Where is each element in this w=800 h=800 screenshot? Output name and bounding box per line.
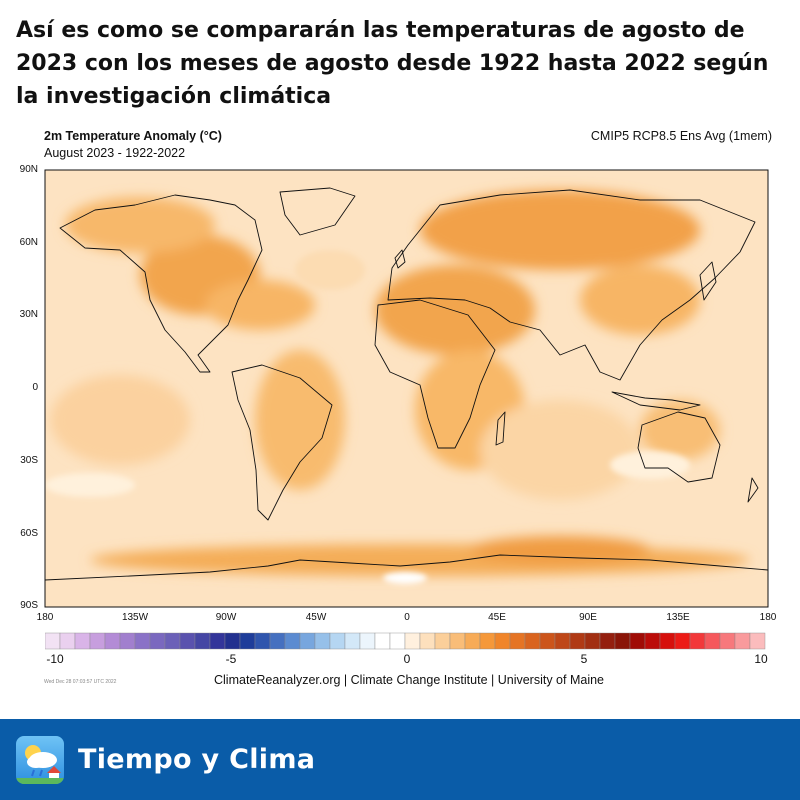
eurasia-outline (387, 189, 756, 381)
scale-swatch (419, 632, 436, 650)
scale-swatch (404, 632, 421, 650)
scale-swatch (524, 632, 541, 650)
scale-swatch (569, 632, 586, 650)
scale-swatch (554, 632, 571, 650)
scale-swatch (509, 632, 526, 650)
lat-label: 60S (20, 528, 38, 539)
lat-label: 60N (19, 237, 38, 248)
antarctica-outline (45, 554, 768, 581)
south-america-outline (231, 364, 333, 521)
lat-label: 30N (19, 309, 38, 320)
anomaly-shading (50, 190, 750, 576)
lon-label: 0 (404, 612, 410, 623)
headline: Así es como se compararán las temperatur… (16, 18, 769, 109)
weather-app-icon (16, 736, 64, 784)
lat-label: 90S (20, 600, 38, 611)
scale-swatch (89, 632, 106, 650)
scale-tick-label: -10 (46, 652, 64, 666)
scale-swatch (284, 632, 301, 650)
scale-swatch (374, 632, 391, 650)
lon-label: 135W (121, 612, 149, 623)
timestamp: Wed Dec 28 07:03:57 UTC 2022 (44, 679, 117, 685)
color-scale-bar (45, 632, 766, 650)
scale-swatch (584, 632, 601, 650)
footer-bar (0, 719, 800, 800)
scale-swatch (614, 632, 631, 650)
scale-swatch (74, 632, 91, 650)
scale-swatch (689, 632, 706, 650)
scale-swatch (749, 632, 766, 650)
plot-frame (44, 169, 769, 608)
scale-swatch (329, 632, 346, 650)
scale-swatch (314, 632, 331, 650)
lon-label: 135E (666, 612, 690, 623)
lon-label: 180 (759, 612, 777, 623)
indonesia-outline (611, 391, 701, 411)
scale-swatch (299, 632, 316, 650)
scale-swatch (269, 632, 286, 650)
scale-swatch (134, 632, 151, 650)
scale-swatch (164, 632, 181, 650)
scale-swatch (209, 632, 226, 650)
scale-tick-label: 10 (754, 652, 768, 666)
madagascar-outline (495, 411, 506, 446)
scale-swatch (479, 632, 496, 650)
scale-tick-label: 5 (580, 652, 588, 666)
australia-outline (637, 411, 721, 483)
north-america-outline (59, 194, 263, 373)
lon-label: 45E (488, 612, 506, 623)
lat-label: 90N (19, 164, 38, 175)
scale-tick-label: 0 (403, 652, 411, 666)
japan-outline (699, 261, 717, 301)
scale-swatch (149, 632, 166, 650)
scale-swatch (389, 632, 406, 650)
scale-swatch (119, 632, 136, 650)
lon-label: 45W (305, 612, 327, 623)
scale-swatch (674, 632, 691, 650)
scale-swatch (224, 632, 241, 650)
lon-label: 90W (215, 612, 237, 623)
scale-swatch (704, 632, 721, 650)
africa-outline (374, 299, 496, 449)
scale-swatch (719, 632, 736, 650)
scale-swatch (494, 632, 511, 650)
scale-swatch (629, 632, 646, 650)
coastlines (45, 187, 768, 581)
lat-label: 0 (32, 382, 38, 393)
brand-name: Tiempo y Clima (78, 744, 316, 775)
temperature-anomaly-map (44, 169, 769, 608)
scale-swatch (194, 632, 211, 650)
scale-swatch (254, 632, 271, 650)
british-isles-outline (394, 249, 406, 269)
lat-label: 30S (20, 455, 38, 466)
scale-swatch (45, 632, 61, 650)
scale-tick-label: -5 (225, 652, 237, 666)
scale-swatch (344, 632, 361, 650)
scale-swatch (659, 632, 676, 650)
credit-line: ClimateReanalyzer.org | Climate Change I… (214, 673, 604, 687)
neutral-patches (45, 250, 690, 584)
greenland-outline (279, 187, 356, 236)
scale-swatch (104, 632, 121, 650)
map-title: 2m Temperature Anomaly (°C) (44, 129, 222, 143)
lon-label: 180 (36, 612, 54, 623)
scale-swatch (539, 632, 556, 650)
scale-swatch (449, 632, 466, 650)
lon-label: 90E (579, 612, 597, 623)
new-zealand-outline (747, 477, 759, 503)
scale-swatch (644, 632, 661, 650)
model-label: CMIP5 RCP8.5 Ens Avg (1mem) (590, 129, 772, 143)
map-subtitle: August 2023 - 1922-2022 (44, 146, 186, 160)
scale-swatch (179, 632, 196, 650)
scale-swatch (239, 632, 256, 650)
scale-swatch (59, 632, 76, 650)
scale-swatch (734, 632, 751, 650)
scale-swatch (599, 632, 616, 650)
scale-swatch (434, 632, 451, 650)
scale-swatch (359, 632, 376, 650)
scale-swatch (464, 632, 481, 650)
